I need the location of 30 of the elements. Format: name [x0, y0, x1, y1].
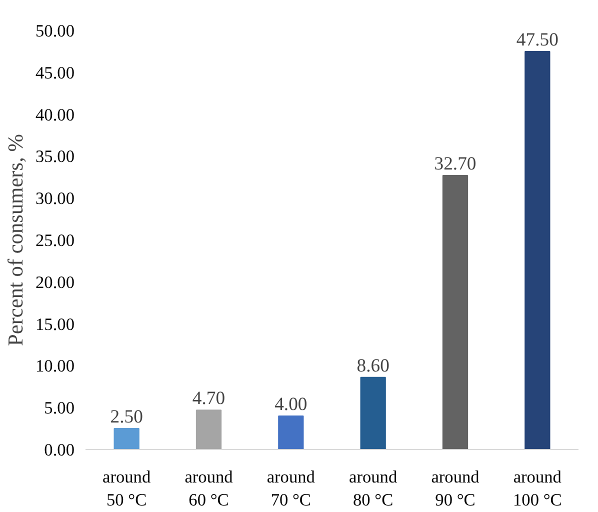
data-label: 2.50	[110, 406, 143, 428]
x-tick-label: around 100 °C	[513, 468, 562, 510]
data-label: 47.50	[516, 29, 558, 50]
bar	[114, 428, 140, 450]
data-label: 4.00	[274, 394, 308, 415]
y-tick-label: 15.00	[36, 314, 75, 334]
bar	[524, 50, 550, 450]
bar	[442, 174, 468, 450]
bar	[360, 376, 386, 450]
x-tick-label: around 70 °C	[266, 468, 316, 510]
data-label: 32.70	[434, 153, 476, 174]
x-tick-label: around 60 °C	[184, 468, 234, 510]
y-axis-title: Percent of consumers, %	[4, 134, 28, 346]
x-tick-label: around 80 °C	[349, 468, 398, 510]
bar	[196, 410, 222, 450]
y-tick-label: 5.00	[44, 398, 75, 418]
x-tick-label: around 50 °C	[102, 468, 151, 510]
y-tick-label: 40.00	[36, 105, 75, 124]
bar	[278, 415, 304, 450]
y-tick-label: 25.00	[36, 231, 75, 250]
y-tick-label: 45.00	[36, 63, 75, 82]
y-tick-label: 30.00	[36, 189, 75, 208]
y-tick-label: 50.00	[36, 22, 75, 40]
y-tick-label: 20.00	[36, 272, 75, 292]
x-tick-label: around 90 °C	[431, 468, 480, 510]
y-tick-label: 35.00	[36, 147, 75, 166]
data-label: 4.70	[192, 388, 226, 410]
data-label: 8.60	[356, 355, 390, 376]
y-tick-label: 0.00	[44, 440, 75, 460]
y-tick-label: 10.00	[36, 356, 75, 376]
